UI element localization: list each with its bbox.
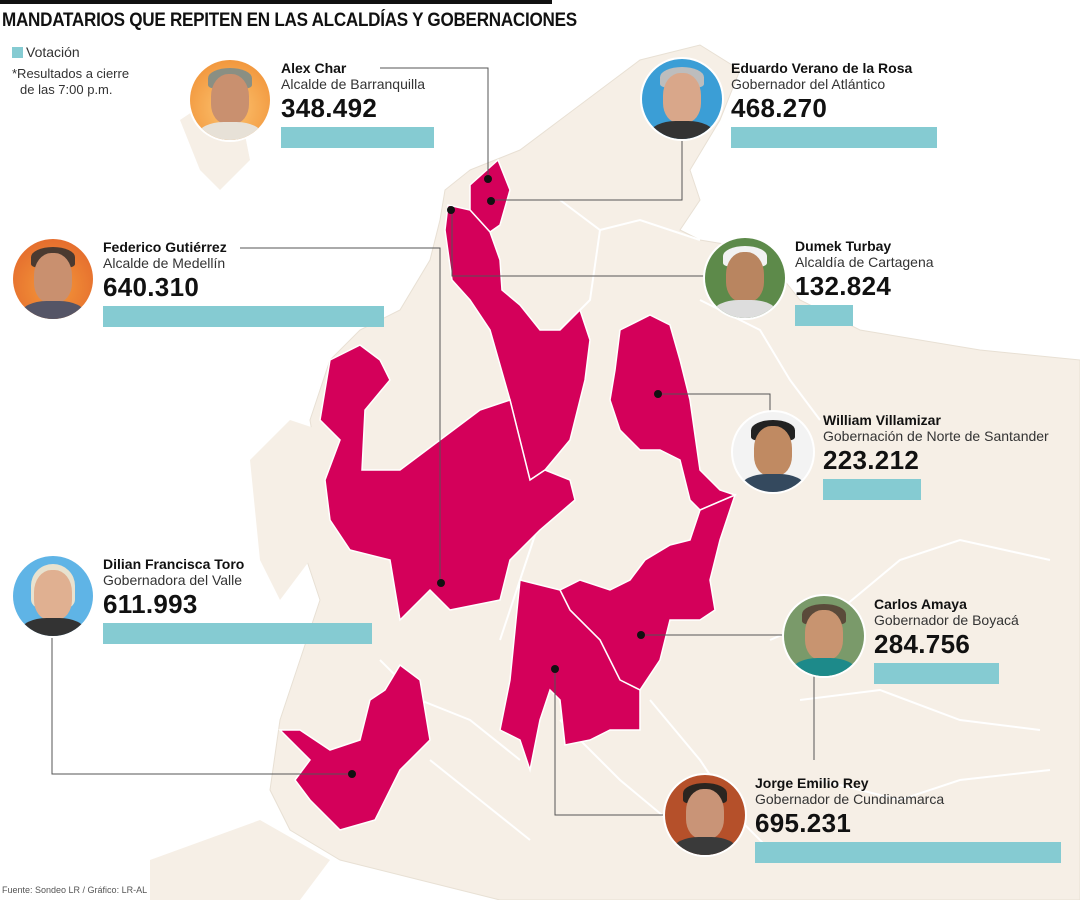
name: Jorge Emilio Rey <box>755 775 869 791</box>
top-rule <box>0 0 552 4</box>
role: Gobernadora del Valle <box>103 572 243 588</box>
avatar-william-villamizar <box>733 412 813 492</box>
avatar-dumek-turbay <box>705 238 785 318</box>
leader-lines <box>51 67 815 816</box>
legend-label: Votación <box>26 44 80 60</box>
role: Gobernación de Norte de Santander <box>823 428 1049 444</box>
votes-value: 640.310 <box>103 272 200 302</box>
chart-title: MANDATARIOS QUE REPITEN EN LAS ALCALDÍAS… <box>2 10 577 31</box>
votes-value: 695.231 <box>755 808 852 838</box>
region-valle <box>278 663 431 831</box>
votes-bar <box>823 479 921 500</box>
role: Gobernador de Boyacá <box>874 612 1019 628</box>
votes-bar <box>103 623 372 644</box>
legend-swatch <box>12 47 23 58</box>
avatar-eduardo-verano <box>642 59 722 139</box>
highlighted-departments <box>278 158 738 831</box>
land-south <box>150 820 330 900</box>
votes-bar <box>874 663 999 684</box>
avatar-carlos-amaya <box>784 596 864 676</box>
role: Alcaldía de Cartagena <box>795 254 934 270</box>
name: Dumek Turbay <box>795 238 892 254</box>
avatar-jorge-emilio-rey <box>665 775 745 855</box>
land-coast-west <box>250 420 330 600</box>
footnote-line-2: de las 7:00 p.m. <box>20 82 113 97</box>
footnote-line-1: *Resultados a cierre <box>12 66 130 81</box>
votes-value: 132.824 <box>795 271 892 301</box>
votes-bar <box>731 127 937 148</box>
votes-bar <box>103 306 384 327</box>
region-bolivar <box>444 204 591 482</box>
source-credit: Fuente: Sondeo LR / Gráfico: LR-AL <box>2 885 148 895</box>
avatar-dilian-francisca-toro <box>13 556 93 636</box>
name: Federico Gutiérrez <box>103 239 227 255</box>
votes-value: 348.492 <box>281 93 378 123</box>
name: William Villamizar <box>823 412 941 428</box>
votes-bar <box>281 127 434 148</box>
role: Alcalde de Medellín <box>103 255 226 271</box>
votes-value: 284.756 <box>874 629 971 659</box>
region-cundinamarca <box>499 579 641 773</box>
avatar-alex-char <box>190 60 270 140</box>
name: Alex Char <box>281 60 347 76</box>
role: Gobernador del Atlántico <box>731 76 886 92</box>
name: Dilian Francisca Toro <box>103 556 245 572</box>
votes-value: 223.212 <box>823 445 920 475</box>
footnote: *Resultados a cierre de las 7:00 p.m. <box>12 66 129 98</box>
votes-bar <box>755 842 1061 863</box>
votes-value: 468.270 <box>731 93 828 123</box>
region-antioquia <box>319 344 576 622</box>
anchor-dots <box>348 175 662 778</box>
role: Alcalde de Barranquilla <box>281 76 425 92</box>
name: Carlos Amaya <box>874 596 967 612</box>
role: Gobernador de Cundinamarca <box>755 791 945 807</box>
votes-value: 611.993 <box>103 589 198 619</box>
avatar-federico-gutierrez <box>13 239 93 319</box>
name: Eduardo Verano de la Rosa <box>731 60 913 76</box>
votes-bar <box>795 305 853 326</box>
legend: Votación <box>12 44 80 60</box>
